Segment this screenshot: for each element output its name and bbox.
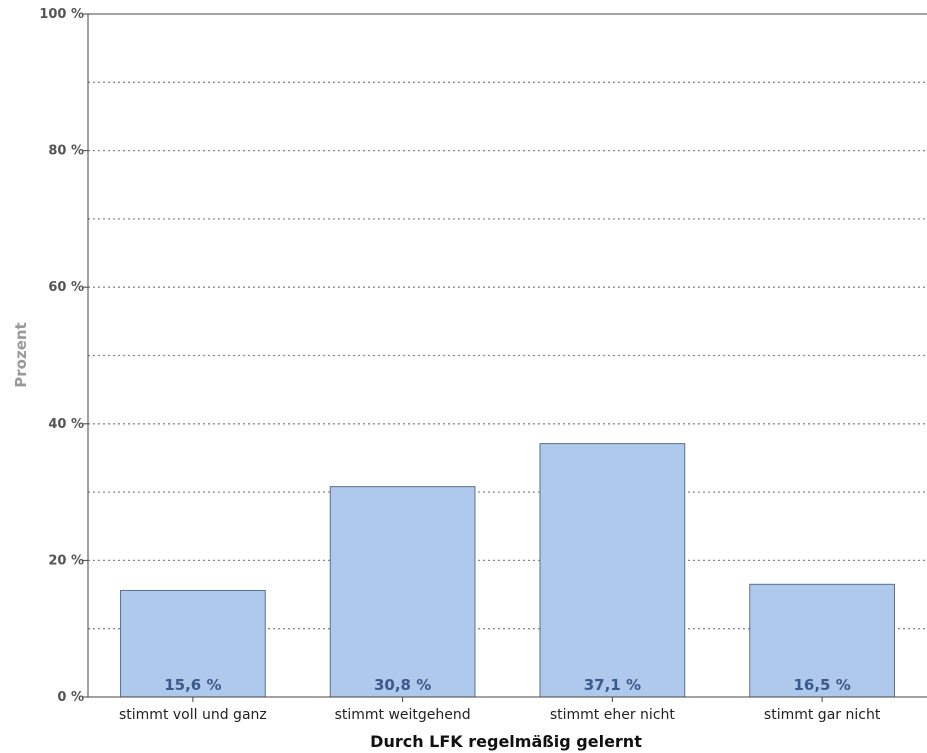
x-tick-label: stimmt weitgehend: [335, 707, 471, 723]
y-tick-label: 0 %: [57, 690, 84, 705]
bar-3: [539, 443, 686, 698]
y-tick-label: 20 %: [48, 553, 84, 568]
x-tick-label: stimmt eher nicht: [550, 707, 676, 723]
bars: [120, 443, 895, 702]
y-tick-label: 100 %: [39, 7, 84, 22]
y-tick-labels: 0 % 20 % 40 % 60 % 80 % 100 %: [39, 7, 84, 705]
data-label: 37,1 %: [584, 676, 641, 694]
x-tick-labels: stimmt voll und ganz stimmt weitgehend sti…: [119, 707, 881, 723]
data-label: 15,6 %: [164, 676, 221, 694]
x-axis-title: Durch LFK regelmäßig gelernt: [370, 732, 642, 751]
x-tick-label: stimmt voll und ganz: [119, 707, 267, 723]
y-tick-label: 60 %: [48, 280, 84, 295]
y-tick-label: 40 %: [48, 417, 84, 432]
data-label: 16,5 %: [793, 676, 850, 694]
data-label: 30,8 %: [374, 676, 431, 694]
axes: [83, 14, 927, 698]
x-tick-label: stimmt gar nicht: [764, 707, 881, 723]
y-tick-label: 80 %: [48, 144, 84, 159]
data-labels: 15,6 % 30,8 % 37,1 % 16,5 %: [164, 676, 851, 694]
gridlines: [83, 13, 927, 698]
bar-4: [749, 583, 895, 698]
y-axis-title: Prozent: [12, 322, 30, 387]
bar-2: [329, 486, 476, 698]
